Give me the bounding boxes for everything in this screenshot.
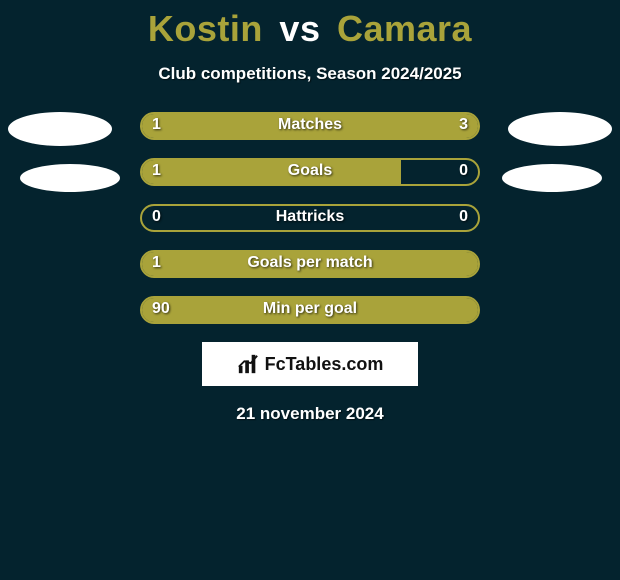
stat-row: Goals per match1 <box>0 250 620 278</box>
value-right: 0 <box>459 204 468 232</box>
stat-row: Matches13 <box>0 112 620 140</box>
bar-track <box>140 158 480 186</box>
value-left: 1 <box>152 112 161 140</box>
bar-track <box>140 296 480 324</box>
brand-badge: FcTables.com <box>202 342 418 386</box>
date-text: 21 november 2024 <box>0 404 620 424</box>
bar-fill-left <box>142 298 478 322</box>
page-title: Kostin vs Camara <box>0 0 620 50</box>
bar-fill-left <box>142 160 401 184</box>
value-left: 0 <box>152 204 161 232</box>
bar-track <box>140 250 480 278</box>
stat-row: Goals10 <box>0 158 620 186</box>
value-right: 3 <box>459 112 468 140</box>
value-right: 0 <box>459 158 468 186</box>
stat-row: Hattricks00 <box>0 204 620 232</box>
subtitle: Club competitions, Season 2024/2025 <box>0 64 620 84</box>
bars-icon <box>237 353 259 375</box>
value-left: 90 <box>152 296 170 324</box>
value-left: 1 <box>152 158 161 186</box>
bar-fill-left <box>142 252 478 276</box>
title-player-a: Kostin <box>148 8 263 49</box>
brand-text: FcTables.com <box>265 354 384 375</box>
title-vs: vs <box>273 8 326 49</box>
bar-fill-right <box>226 114 478 138</box>
comparison-chart: Matches13Goals10Hattricks00Goals per mat… <box>0 112 620 324</box>
stat-row: Min per goal90 <box>0 296 620 324</box>
bar-track <box>140 204 480 232</box>
bar-track <box>140 112 480 140</box>
title-player-b: Camara <box>337 8 472 49</box>
value-left: 1 <box>152 250 161 278</box>
